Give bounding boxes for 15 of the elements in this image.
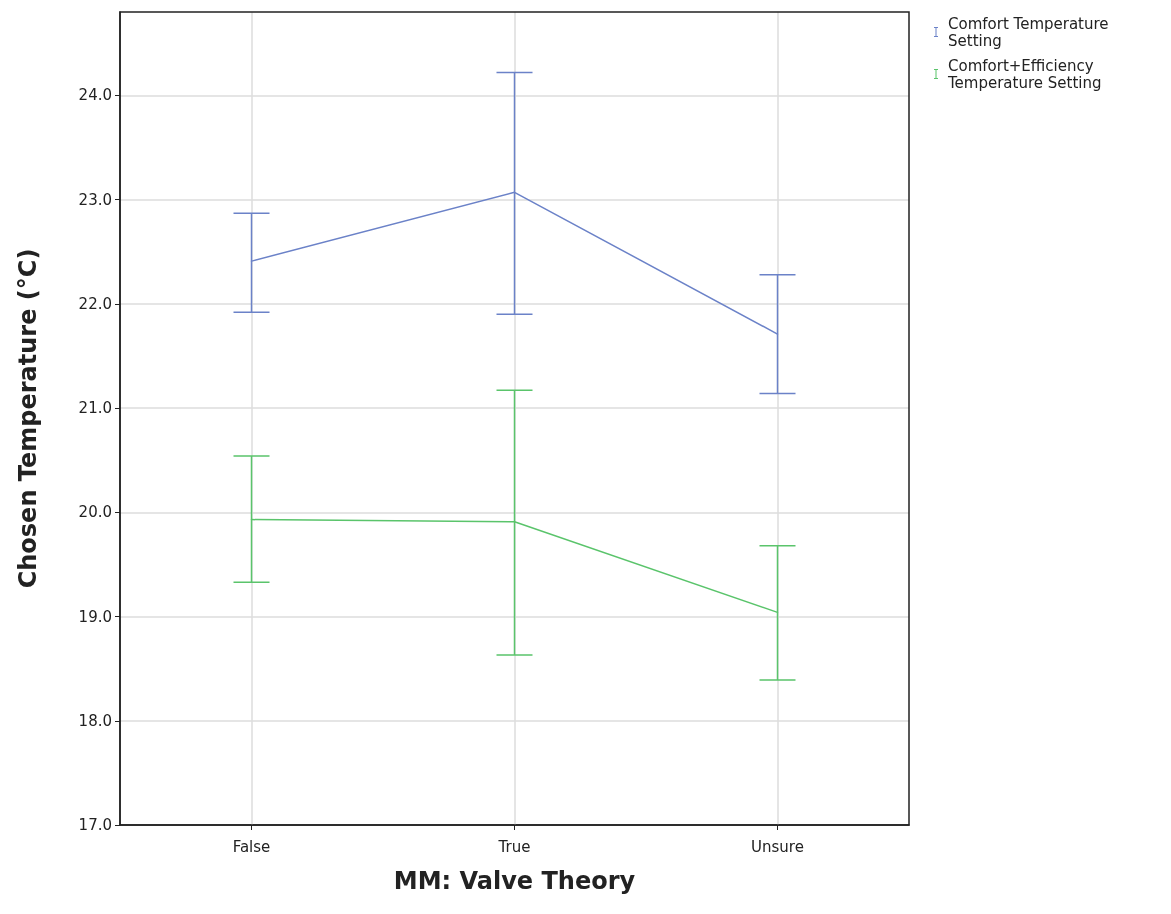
y-tick-label: 20.0 [78,503,112,522]
x-tick-label: True [497,837,531,856]
y-tick-label: 18.0 [78,711,112,730]
x-axis-title: MM: Valve Theory [393,867,636,895]
y-tick-label: 23.0 [78,190,112,209]
y-tick-label: 17.0 [78,816,112,834]
y-axis-title: Chosen Temperature (°C) [14,248,42,589]
x-tick-label: Unsure [751,837,804,856]
y-tick-label: 24.0 [78,86,112,105]
y-tick-label: 21.0 [78,399,112,418]
y-tick-label: 19.0 [78,607,112,626]
y-tick-label: 22.0 [78,294,112,313]
legend-label: Comfort Temperature Setting [948,14,1114,50]
x-tick-label: False [232,837,271,856]
legend-label: Comfort+Efficiency Temperature Setting [947,56,1102,92]
